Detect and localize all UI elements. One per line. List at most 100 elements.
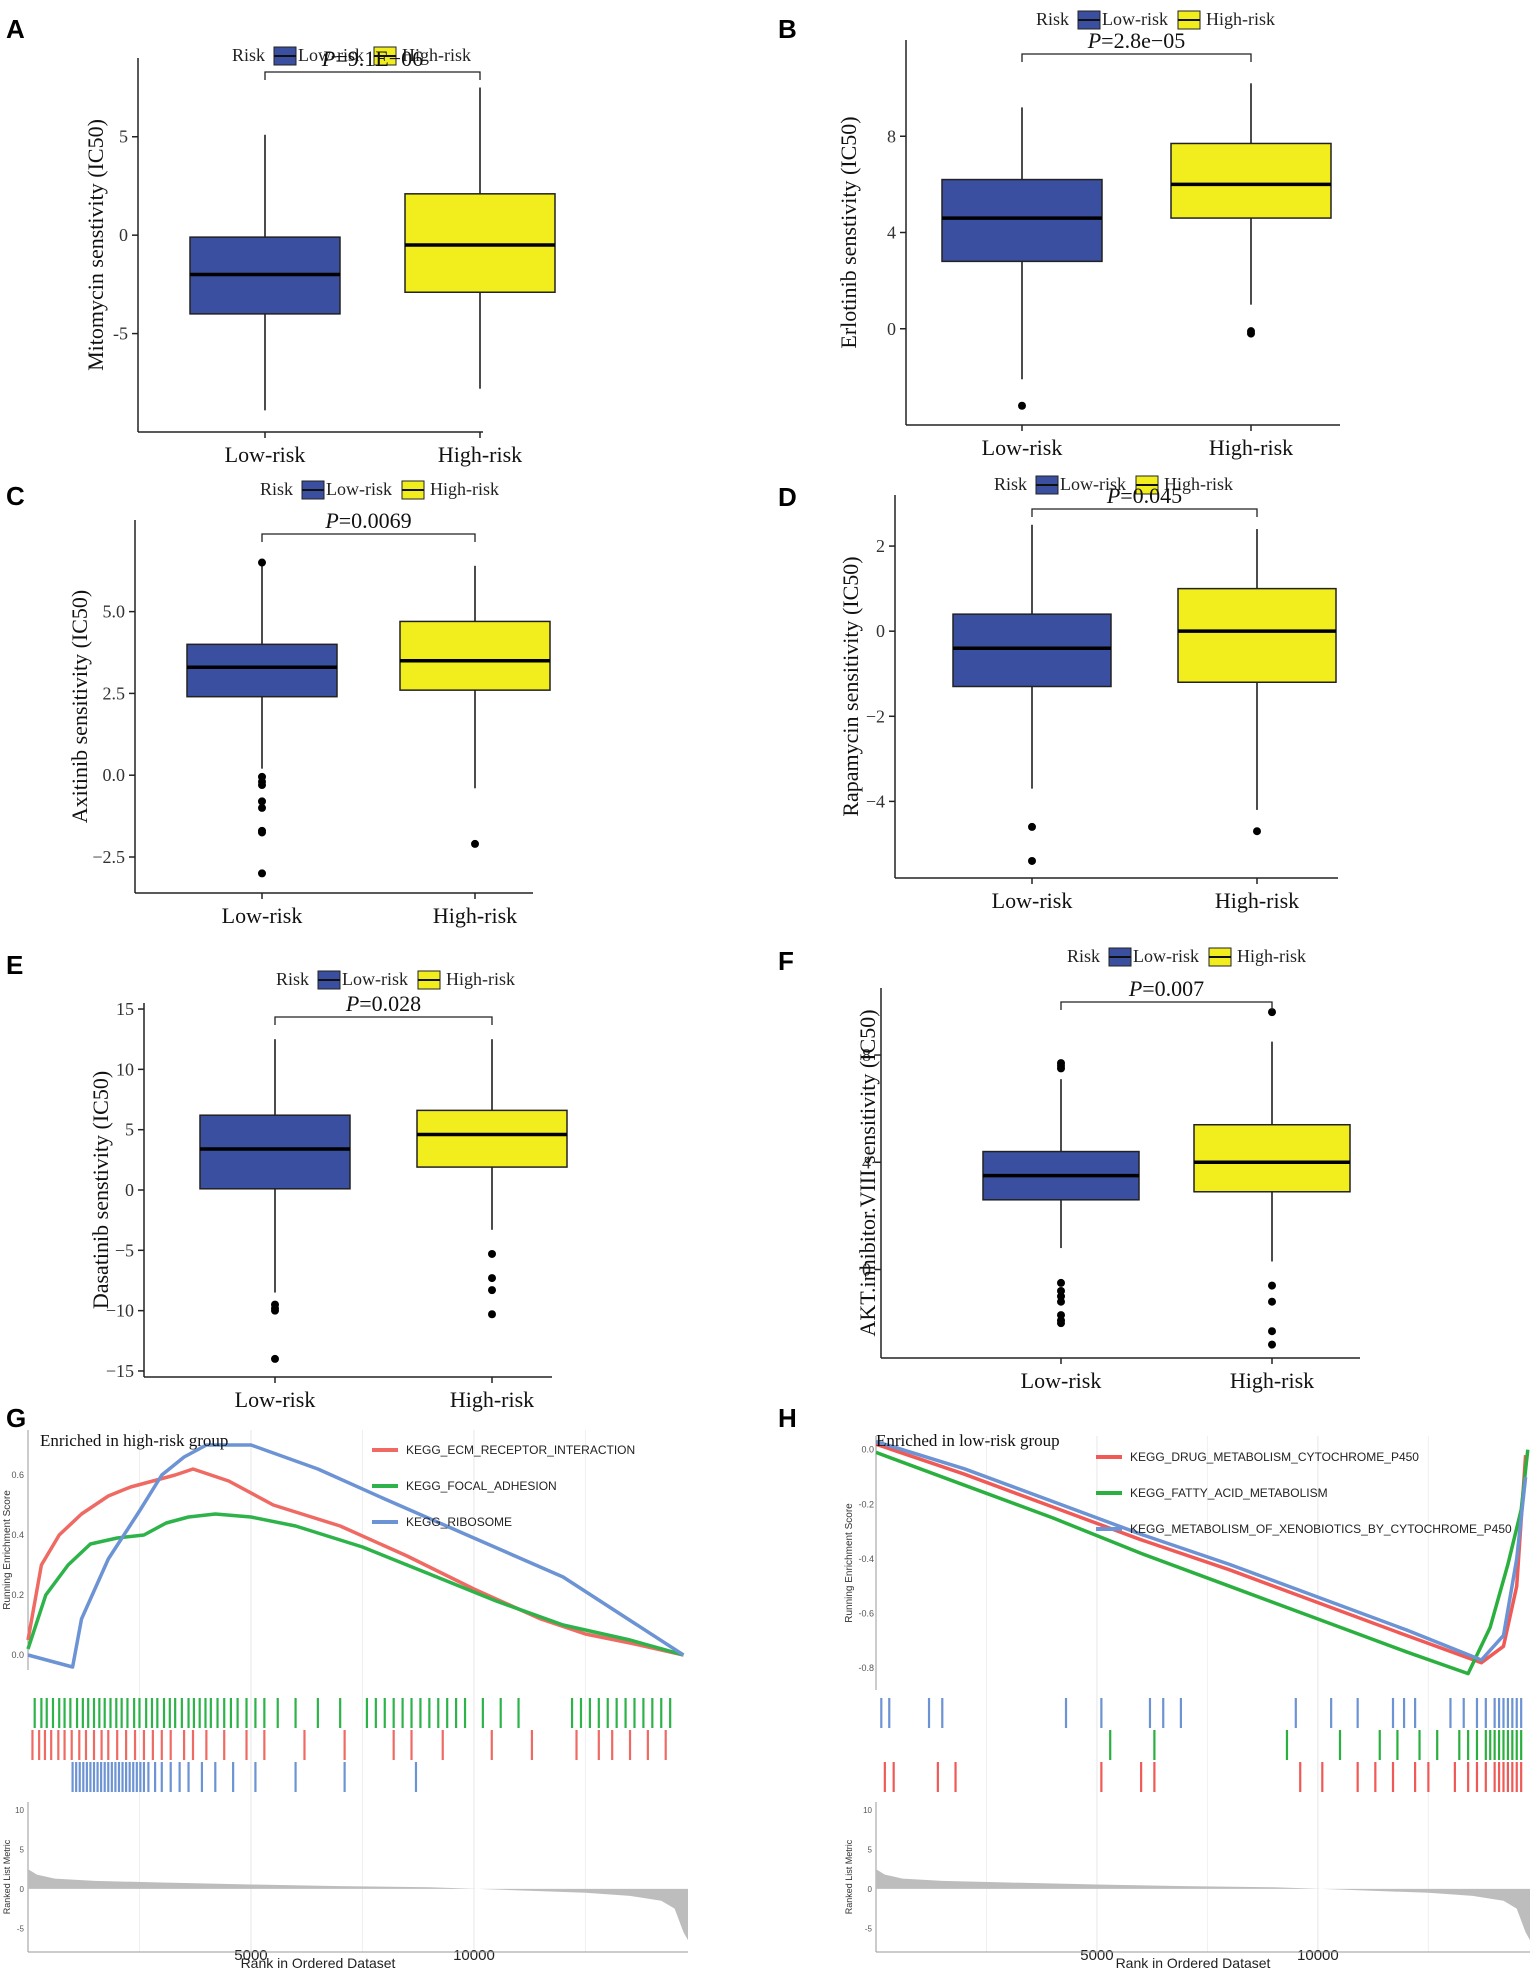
panel-h-gsea-plot: H 0.0 -0.2 -0.4 -0.6 -0.8 Running Enrichment S… [778, 1403, 1530, 1970]
metric-axis-label: Ranked List Metric [2, 1839, 12, 1914]
legend-label-1: KEGG_FOCAL_ADHESION [406, 1479, 557, 1493]
y-axis-label: Dasatinib senstivity (IC50) [88, 1071, 113, 1309]
legend: Risk Low-risk High-risk [232, 45, 471, 66]
x-tick-label: Low-risk [235, 1387, 316, 1412]
box-iqr [416, 1109, 568, 1168]
outlier-point [1247, 329, 1255, 338]
p-symbol: P [1106, 483, 1120, 508]
x-tick-label: 5000 [234, 1947, 267, 1964]
box-iqr [404, 193, 556, 293]
outlier-point [1057, 1297, 1065, 1306]
outlier-point [258, 803, 266, 812]
es-tick-label: -0.8 [858, 1663, 874, 1673]
outlier-point [1253, 827, 1261, 836]
es-line-0 [875, 1442, 1528, 1665]
p-value: =9.1E−06 [335, 46, 423, 71]
x-tick-label: 10000 [1297, 1947, 1339, 1964]
box-low-risk [982, 1059, 1140, 1328]
outlier-point [1268, 1008, 1276, 1017]
outlier-point [1268, 1340, 1276, 1349]
significance-bracket [274, 1016, 493, 1025]
y-tick-label: 4 [862, 1152, 871, 1172]
metric-tick-label: 5 [868, 1845, 873, 1854]
y-tick-label: 0 [876, 621, 885, 641]
y-axis-label: AKT.inhibitor.VIII sensitivity (IC50) [855, 1009, 880, 1336]
metric-tick-label: 0 [20, 1885, 25, 1894]
outlier-point [258, 558, 266, 567]
outlier-point [1028, 856, 1036, 865]
p-symbol: P [321, 46, 335, 71]
x-axis-label: Rank in Ordered Dataset [1116, 1955, 1271, 1970]
outlier-point [488, 1274, 496, 1283]
x-tick-label: Low-risk [982, 435, 1063, 460]
box-high-risk [1170, 83, 1332, 338]
box-iqr [186, 643, 338, 698]
box-high-risk [399, 565, 551, 848]
y-tick-label: 10 [116, 1059, 134, 1079]
es-axis-label: Running Enrichment Score [2, 1490, 13, 1610]
y-tick-label: 5.0 [103, 602, 126, 622]
es-tick-label: 0.2 [11, 1590, 24, 1600]
legend-label-2: KEGG_RIBOSOME [406, 1515, 512, 1529]
x-tick-label: 5000 [1080, 1947, 1113, 1964]
legend-label-high: High-risk [1164, 474, 1233, 494]
outlier-point [258, 781, 266, 790]
x-tick-label: High-risk [1209, 435, 1293, 460]
p-value-label: P=0.007 [1128, 976, 1204, 1001]
p-symbol: P [324, 508, 338, 533]
x-tick-label: High-risk [1230, 1368, 1314, 1393]
outlier-point [1028, 822, 1036, 831]
outlier-point [1268, 1327, 1276, 1336]
p-value-label: P=2.8e−05 [1087, 28, 1186, 53]
p-symbol: P [1128, 976, 1142, 1001]
significance-bracket [261, 533, 476, 542]
y-axis-label: Rapamycin sensitivity (IC50) [838, 556, 863, 816]
y-tick-label: −15 [106, 1361, 134, 1381]
outlier-point [258, 869, 266, 878]
legend-label-high: High-risk [1206, 9, 1275, 29]
y-tick-label: 0 [125, 1180, 134, 1200]
metric-tick-label: 10 [15, 1806, 24, 1815]
es-tick-label: 0.0 [861, 1445, 874, 1455]
box-iqr [952, 613, 1112, 688]
y-tick-label: 15 [116, 999, 134, 1019]
legend-title: Risk [276, 969, 309, 989]
legend: Risk Low-risk High-risk [994, 474, 1233, 495]
panel-c-boxplot: C Risk Low-risk High-risk 5.0 2.5 0.0 −2.5 Axiti… [6, 479, 551, 928]
outlier-point [471, 839, 479, 848]
y-tick-label: 8 [887, 126, 896, 146]
outlier-point [1057, 1059, 1065, 1068]
legend: Risk Low-risk High-risk [276, 969, 515, 990]
legend-label-high: High-risk [1237, 946, 1306, 966]
x-tick-label: High-risk [1215, 888, 1299, 913]
outlier-point [1057, 1278, 1065, 1287]
legend-label-low: Low-risk [1133, 946, 1199, 966]
panel-g-gsea-plot: G 0.6 0.4 0.2 0.0 Running Enrichment Score Enr… [2, 1403, 688, 1970]
legend-label-high: High-risk [446, 969, 515, 989]
y-tick-label: −10 [106, 1301, 134, 1321]
legend-label-low: Low-risk [298, 45, 364, 65]
outlier-point [1018, 401, 1026, 410]
x-tick-label: Low-risk [992, 888, 1073, 913]
panel-letter: H [778, 1403, 797, 1433]
outlier-point [1057, 1319, 1065, 1328]
y-axis-label: Mitomycin senstivity (IC50) [83, 119, 108, 371]
outlier-point [271, 1306, 279, 1315]
y-tick-label: 5 [125, 1120, 134, 1140]
p-value: =0.028 [359, 991, 421, 1016]
box-high-risk [1193, 1008, 1351, 1349]
y-tick-label: 5 [119, 127, 128, 147]
ranked-metric-area [28, 1869, 688, 1941]
significance-bracket [1021, 53, 1252, 62]
legend-title: Risk [260, 479, 293, 499]
legend-label-low: Low-risk [342, 969, 408, 989]
box-low-risk [199, 1039, 351, 1363]
outlier-point [258, 828, 266, 837]
box-low-risk [189, 134, 341, 411]
outlier-point [488, 1286, 496, 1295]
es-line-2 [27, 1443, 685, 1669]
es-line-1 [875, 1449, 1530, 1676]
panel-letter: D [778, 482, 797, 512]
